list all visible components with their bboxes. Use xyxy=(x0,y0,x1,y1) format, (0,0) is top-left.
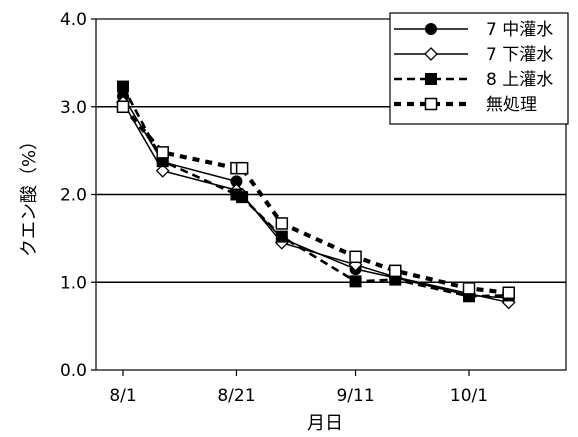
legend-label: 無処理 xyxy=(486,95,537,115)
legend-marker xyxy=(425,23,437,35)
data-point xyxy=(389,264,402,278)
data-point xyxy=(275,217,289,230)
legend-label: 7 下灌水 xyxy=(486,45,553,65)
data-point xyxy=(349,250,362,264)
x-tick-label: 9/11 xyxy=(336,386,374,406)
y-tick-label: 1.0 xyxy=(60,273,87,293)
data-point xyxy=(462,282,476,295)
data-point xyxy=(235,161,249,175)
data-point xyxy=(502,286,515,300)
grid-lines xyxy=(96,106,566,283)
data-point xyxy=(236,191,249,204)
data-point xyxy=(116,100,130,113)
x-tick-label: 10/1 xyxy=(450,386,488,406)
y-axis-label: クエン酸（%） xyxy=(19,132,40,257)
y-tick-label: 2.0 xyxy=(60,186,87,206)
series-line xyxy=(122,95,509,299)
series-group xyxy=(116,80,516,310)
series xyxy=(116,100,515,300)
legend-label: 7 中灌水 xyxy=(486,20,553,40)
legend-marker xyxy=(424,97,438,111)
y-tick-label: 0.0 xyxy=(60,361,87,381)
y-axis-ticks: 0.0 1.0 2.0 3.0 4.0 xyxy=(60,10,96,381)
data-point xyxy=(349,275,362,288)
legend-item: 8 上灌水 xyxy=(394,70,553,90)
x-tick-label: 8/21 xyxy=(217,386,255,406)
series-line xyxy=(121,105,509,295)
x-axis-label: 月日 xyxy=(307,413,343,434)
data-point xyxy=(275,230,288,243)
series-line xyxy=(122,101,509,304)
legend-item: 7 下灌水 xyxy=(394,45,553,65)
legend-label: 8 上灌水 xyxy=(486,70,553,90)
legend-marker xyxy=(425,73,437,85)
legend-item: 無処理 xyxy=(394,95,537,115)
x-axis-ticks: 8/1 8/21 9/11 10/1 xyxy=(109,370,488,406)
series xyxy=(116,95,516,310)
legend-item: 7 中灌水 xyxy=(394,20,553,40)
data-point xyxy=(117,80,129,93)
legend-box xyxy=(389,12,569,125)
data-point xyxy=(156,146,169,159)
data-point xyxy=(155,163,170,178)
legend-marker xyxy=(424,47,438,61)
y-tick-label: 4.0 xyxy=(60,10,87,30)
y-tick-label: 3.0 xyxy=(60,98,87,118)
x-tick-label: 8/1 xyxy=(109,386,136,406)
